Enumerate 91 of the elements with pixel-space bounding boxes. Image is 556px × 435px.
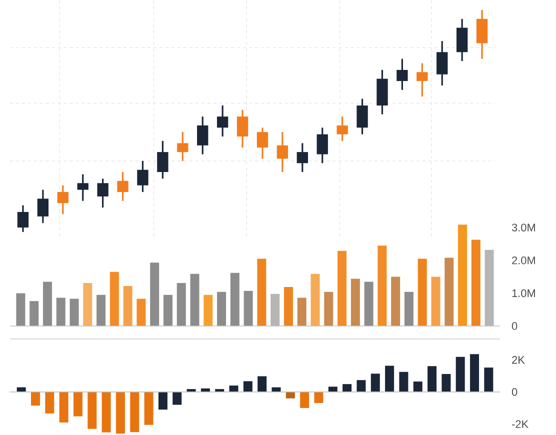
bar [172, 392, 182, 405]
bar [96, 294, 106, 326]
bar [136, 298, 146, 326]
bar [88, 392, 97, 429]
bar [442, 374, 451, 392]
candlestick [336, 116, 348, 142]
bar [428, 366, 437, 392]
candlestick [316, 126, 328, 164]
candlestick [117, 171, 128, 202]
bar [378, 246, 387, 326]
bar [364, 282, 374, 326]
bar [243, 381, 252, 392]
bar [444, 258, 454, 326]
y-tick-label: 2.0M [512, 256, 535, 264]
y-tick-label: 0 [512, 322, 518, 330]
bar [144, 392, 154, 425]
bar [190, 274, 200, 326]
candlestick [177, 131, 188, 162]
candlestick [216, 104, 228, 138]
candlestick [356, 98, 368, 136]
bar [102, 392, 111, 432]
bar [30, 301, 39, 326]
candlestick [396, 58, 408, 91]
bar [150, 262, 160, 326]
bar [456, 356, 465, 392]
bar [42, 282, 52, 326]
y-tick-label: 0 [512, 388, 518, 396]
bar [404, 292, 414, 326]
bar [391, 276, 400, 326]
bar [230, 272, 240, 326]
bar [324, 292, 334, 326]
bar [356, 380, 366, 392]
y-tick-label: -2K [512, 420, 528, 428]
bar [45, 392, 54, 414]
y-tick-label: 3.0M [512, 224, 535, 232]
bar [413, 382, 422, 392]
bar [110, 272, 119, 326]
candlestick [236, 109, 248, 148]
candlestick [57, 184, 68, 216]
bar [458, 224, 468, 326]
bar [16, 293, 26, 326]
bar [314, 392, 324, 404]
candlestick [197, 116, 208, 156]
bar [244, 290, 253, 326]
candlestick [296, 142, 308, 173]
y-tick-label: 2K [512, 356, 525, 364]
candlestick [77, 173, 88, 202]
bar [257, 258, 266, 326]
candlestick [157, 140, 168, 180]
bar [286, 392, 295, 398]
candlestick [97, 178, 108, 208]
bar [342, 384, 352, 392]
bar [217, 292, 226, 326]
bar [176, 283, 186, 326]
bar [418, 258, 427, 326]
bar [163, 294, 172, 326]
bar [399, 372, 408, 392]
candlestick [436, 40, 448, 86]
bar [370, 374, 380, 392]
bar [56, 298, 66, 326]
bar [83, 283, 92, 326]
candlestick [137, 160, 148, 193]
bar [297, 298, 306, 326]
bar [310, 274, 320, 326]
bar [284, 286, 293, 326]
bar [229, 386, 238, 392]
bar [300, 392, 310, 408]
bar [123, 286, 132, 326]
candlestick [37, 188, 49, 224]
bar [484, 368, 494, 392]
y-tick-label: 1.0M [512, 289, 535, 298]
bar [204, 294, 213, 326]
bar [70, 298, 79, 326]
candlestick [17, 204, 29, 233]
candlestick [276, 131, 288, 173]
bar [73, 392, 82, 416]
bar [116, 392, 125, 434]
bar [328, 386, 338, 392]
bar [338, 250, 347, 326]
bar [350, 278, 360, 326]
bar [258, 376, 267, 392]
bar [431, 276, 440, 326]
candlestick [256, 126, 268, 160]
bar [471, 240, 480, 326]
bar [130, 392, 140, 432]
bar [30, 392, 40, 406]
bar [470, 354, 480, 392]
bar [59, 392, 68, 422]
bar [385, 366, 394, 392]
candlestick [416, 62, 428, 98]
bar [158, 392, 168, 410]
